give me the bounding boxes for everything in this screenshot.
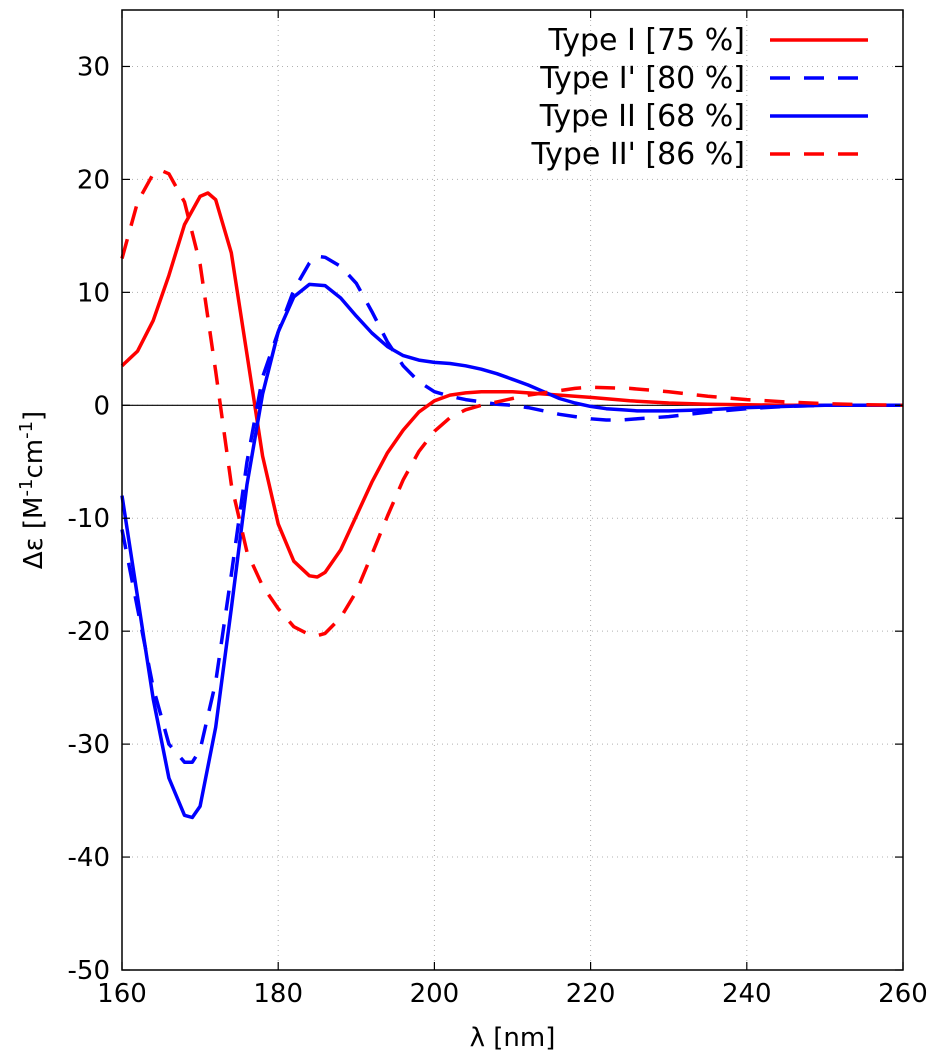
legend-label: Type I [75 %] — [548, 23, 745, 58]
x-tick-label: 220 — [566, 979, 616, 1009]
y-tick-label: -40 — [68, 843, 110, 873]
legend-label: Type II [68 %] — [539, 99, 745, 134]
series-line-3 — [120, 282, 903, 820]
legend-label: Type II' [86 %] — [530, 137, 745, 172]
y-tick-label: 0 — [93, 391, 110, 421]
x-tick-label: 200 — [410, 979, 460, 1009]
x-tick-label: 240 — [722, 979, 772, 1009]
y-tick-label: 30 — [77, 52, 110, 82]
series-line-1 — [120, 191, 903, 579]
legend: Type I [75 %]Type I' [80 %]Type II [68 %… — [530, 23, 868, 172]
x-tick-label: 160 — [97, 979, 147, 1009]
y-tick-label: 10 — [77, 278, 110, 308]
y-tick-label: -30 — [68, 730, 110, 760]
y-axis-label-part: cm — [19, 439, 49, 479]
y-tick-label: -20 — [68, 617, 110, 647]
legend-label: Type I' [80 %] — [539, 61, 745, 96]
y-tick-label: 20 — [77, 165, 110, 195]
y-axis-label-part: Δε [M — [19, 497, 49, 570]
plot-frame — [121, 9, 904, 971]
series-lines — [120, 168, 904, 820]
y-axis-label-part: ] — [19, 411, 49, 421]
x-tick-label: 180 — [253, 979, 303, 1009]
y-axis-label: Δε [M-1cm-1] — [16, 411, 50, 569]
y-axis-label-part: -1 — [16, 479, 37, 497]
axis-ticks: 160 180 200 220 240 260 -50 -40 -30 -20 -10 0 10 20 30 — [68, 10, 928, 1009]
y-tick-label: -50 — [68, 956, 110, 986]
y-axis-label-part: -1 — [16, 421, 37, 439]
y-tick-label: -10 — [68, 504, 110, 534]
series-line-4 — [120, 168, 904, 638]
series-line-2 — [120, 254, 903, 764]
x-axis-label: λ [nm] — [470, 1023, 556, 1053]
x-tick-label: 260 — [878, 979, 928, 1009]
